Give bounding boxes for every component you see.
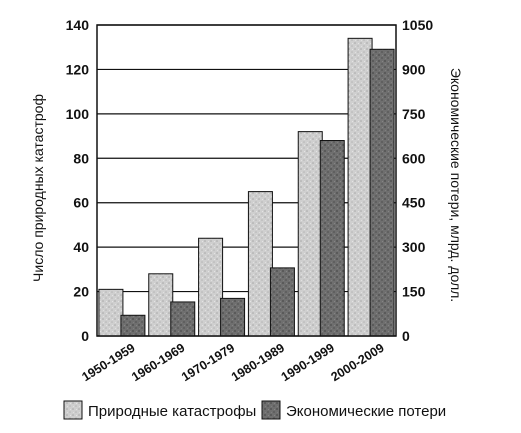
left-tick-label: 140 (66, 17, 90, 33)
bar-economic-losses (369, 48, 395, 337)
left-axis-ticks: 0 20 40 60 80 100 120 140 (66, 17, 90, 344)
bar-natural-disasters (297, 131, 323, 337)
right-axis-ticks: 0 150 300 450 600 750 900 1050 (402, 17, 433, 344)
left-tick-label: 40 (73, 239, 89, 255)
left-tick-label: 80 (73, 150, 89, 166)
right-axis-label: Экономические потери, млрд. долл. (448, 68, 464, 302)
left-tick-label: 20 (73, 284, 89, 300)
right-tick-label: 300 (402, 239, 426, 255)
left-axis-label: Число природных катастроф (30, 94, 46, 282)
category-label: 1960-1969 (129, 341, 187, 385)
legend: Природные катастрофы Экономические потер… (63, 400, 446, 420)
bar-natural-disasters (98, 288, 124, 337)
category-label: 2000-2009 (329, 341, 387, 385)
legend-label-economic-losses: Экономические потери (286, 403, 446, 420)
left-tick-label: 100 (66, 106, 90, 122)
grid-lines (97, 24, 396, 337)
bar-natural-disasters (347, 37, 373, 337)
bar-economic-losses (319, 140, 345, 337)
right-tick-label: 750 (402, 106, 426, 122)
left-tick-label: 60 (73, 195, 89, 211)
category-label: 1950-1959 (79, 341, 137, 385)
bar-economic-losses (120, 314, 146, 337)
category-label: 1990-1999 (279, 341, 337, 385)
right-tick-label: 900 (402, 61, 426, 77)
right-tick-label: 450 (402, 195, 426, 211)
right-tick-label: 1050 (402, 17, 433, 33)
legend-swatch-economic-losses (261, 400, 281, 420)
right-tick-label: 150 (402, 284, 426, 300)
legend-swatch-natural-disasters (63, 400, 83, 420)
plot-frame (96, 24, 397, 337)
right-tick-label: 0 (402, 328, 410, 344)
category-label: 1970-1979 (179, 341, 237, 385)
bar-natural-disasters (148, 273, 174, 337)
left-tick-label: 120 (66, 61, 90, 77)
category-labels: 1950-19591960-19691970-19791980-19891990… (79, 341, 386, 385)
bar-economic-losses (220, 297, 246, 337)
bars (98, 37, 395, 337)
category-label: 1980-1989 (229, 341, 287, 385)
bar-natural-disasters (247, 191, 273, 337)
bar-natural-disasters (198, 237, 224, 337)
right-tick-label: 600 (402, 150, 426, 166)
legend-label-natural-disasters: Природные катастрофы (88, 403, 256, 420)
bar-economic-losses (170, 301, 196, 337)
bar-economic-losses (269, 267, 295, 337)
left-tick-label: 0 (81, 328, 89, 344)
